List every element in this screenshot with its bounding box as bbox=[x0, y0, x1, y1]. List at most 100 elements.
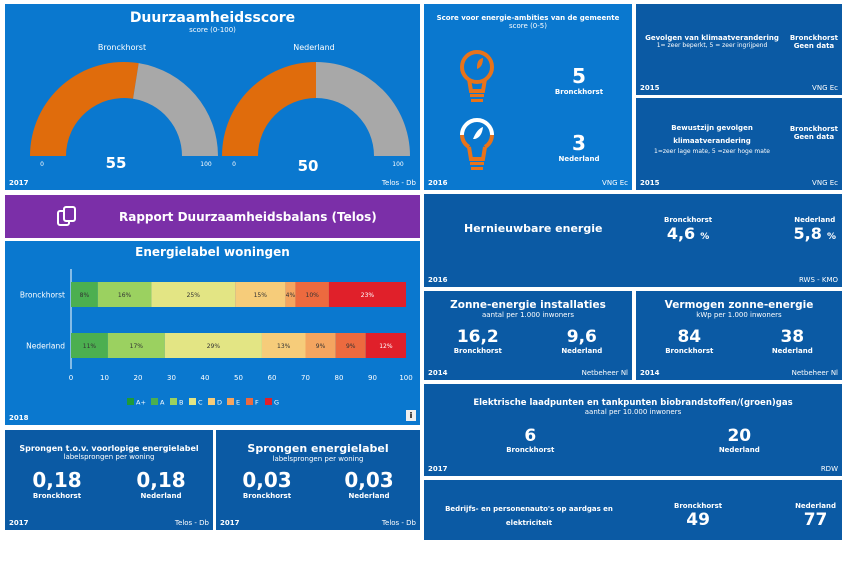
gauge-fill bbox=[222, 62, 316, 156]
value-bronckhorst: Geen data bbox=[793, 42, 835, 50]
tile-subtitle: score (0-5) bbox=[509, 22, 547, 30]
tile-subtitle: 1= zeer beperkt, 5 = zeer ingrijpend bbox=[656, 42, 768, 49]
label-bronckhorst: Bronckhorst bbox=[789, 34, 838, 42]
label-bronckhorst: Bronckhorst bbox=[664, 216, 713, 224]
value-bronckhorst: 6 bbox=[524, 426, 537, 446]
bewustzijn-tile[interactable]: Bewustzijn gevolgen klimaatverandering 1=… bbox=[636, 98, 842, 190]
x-tick-label: 20 bbox=[134, 374, 143, 382]
value-nederland: 0,03 bbox=[344, 468, 394, 492]
source: RWS - KMO bbox=[798, 276, 838, 284]
tile-subtitle: 1=zeer lage mate, 5 =zeer hoge mate bbox=[654, 148, 770, 155]
category-label: Bronckhorst bbox=[20, 291, 65, 300]
year: 2014 bbox=[428, 369, 448, 377]
data-label: 8% bbox=[80, 292, 90, 299]
value-bronckhorst: 5 bbox=[572, 64, 586, 88]
duurzaamheidsscore-tile[interactable]: Duurzaamheidsscore score (0-100) Bronckh… bbox=[5, 4, 420, 190]
source: Telos - Db bbox=[381, 519, 416, 527]
tile-subtitle: kWp per 1.000 inwoners bbox=[696, 311, 782, 319]
x-tick-label: 100 bbox=[399, 374, 412, 382]
source: VNG Ec bbox=[812, 179, 838, 187]
data-label: 9% bbox=[346, 343, 356, 350]
bar-segment-G bbox=[328, 282, 406, 307]
legend-swatch-D bbox=[208, 398, 215, 405]
tile-title: Sprongen t.o.v. voorlopige energielabel bbox=[19, 444, 199, 453]
legend-label: C bbox=[198, 399, 203, 407]
year: 2016 bbox=[428, 179, 448, 187]
legend-swatch-F bbox=[246, 398, 253, 405]
autos-tile[interactable]: Bedrijfs- en personenauto's op aardgas e… bbox=[424, 480, 842, 540]
x-tick-label: 30 bbox=[167, 374, 176, 382]
data-label: 13% bbox=[277, 343, 291, 350]
label-bronckhorst: Bronckhorst bbox=[789, 125, 838, 133]
x-tick-label: 60 bbox=[268, 374, 277, 382]
rapport-label: Rapport Duurzaamheidsbalans (Telos) bbox=[119, 209, 377, 224]
data-label: 23% bbox=[361, 292, 375, 299]
energie-ambities-tile[interactable]: Score voor energie-ambities van de gemee… bbox=[424, 4, 632, 190]
year: 2017 bbox=[220, 519, 240, 527]
category-label: Nederland bbox=[26, 342, 65, 351]
tile-title: Duurzaamheidsscore bbox=[129, 10, 296, 26]
legend-swatch-A bbox=[151, 398, 158, 405]
legend-label: D bbox=[217, 399, 222, 407]
legend-label: B bbox=[179, 399, 183, 407]
tile-title: Score voor energie-ambities van de gemee… bbox=[436, 14, 620, 22]
value-nederland: 38 bbox=[780, 327, 805, 347]
sprongen-voorlopig-tile[interactable]: Sprongen t.o.v. voorlopige energielabel … bbox=[5, 430, 213, 530]
data-label: 4% bbox=[286, 292, 296, 299]
x-tick-label: 0 bbox=[69, 374, 73, 382]
x-tick-label: 40 bbox=[201, 374, 210, 382]
gauge-bronckhorst: Bronckhorst 0 100 55 bbox=[5, 4, 420, 190]
gauge-svg: Bronckhorst 0 100 55 bbox=[30, 43, 218, 172]
legend-swatch-A+ bbox=[127, 398, 134, 405]
tile-title: Bewustzijn gevolgen klimaatverandering bbox=[671, 124, 753, 145]
unit: % bbox=[700, 232, 710, 242]
year: 2015 bbox=[640, 179, 660, 187]
bar-segment-C bbox=[164, 333, 262, 358]
rapport-button[interactable]: Rapport Duurzaamheidsbalans (Telos) bbox=[5, 195, 420, 238]
hernieuwbare-energie-tile[interactable]: Hernieuwbare energie Bronckhorst 4,6 % Ne… bbox=[424, 194, 842, 287]
legend-label: A+ bbox=[136, 399, 146, 407]
info-icon[interactable]: i bbox=[406, 410, 416, 421]
gauge-max: 100 bbox=[200, 161, 212, 168]
tile-subtitle: aantal per 1.000 inwoners bbox=[482, 311, 574, 319]
tile-title: Gevolgen van klimaatverandering bbox=[645, 34, 779, 42]
gauge-value: 55 bbox=[106, 154, 127, 172]
label-nederland: Nederland bbox=[771, 347, 813, 355]
value-bronckhorst: 4,6 bbox=[666, 224, 696, 243]
source: RDW bbox=[820, 465, 838, 473]
label-bronckhorst: Bronckhorst bbox=[554, 88, 604, 96]
year: 2017 bbox=[428, 465, 448, 473]
legend-label: E bbox=[236, 399, 240, 407]
label-nederland: Nederland bbox=[140, 492, 182, 500]
label-bronckhorst: Bronckhorst bbox=[674, 502, 723, 510]
source: Netbeheer Nl bbox=[581, 369, 628, 377]
energielabel-chart: Bronckhorst 8% 16% 25% 15% 4% 10% 23% Nederland 1… bbox=[20, 269, 413, 407]
zonne-energie-tile[interactable]: Zonne-energie installaties aantal per 1.… bbox=[424, 291, 632, 380]
year: 2018 bbox=[9, 414, 29, 422]
energielabel-tile[interactable]: Energielabel woningen Bronckhorst 8% 16% 25… bbox=[5, 241, 420, 425]
tile-subtitle: labelsprongen per woning bbox=[63, 453, 155, 461]
gauge-max: 100 bbox=[392, 161, 404, 168]
legend-swatch-C bbox=[189, 398, 196, 405]
label-nederland: Nederland bbox=[561, 347, 603, 355]
gauge-nederland: Nederland 0 100 50 bbox=[5, 4, 420, 190]
tile-subtitle: score (0-100) bbox=[189, 26, 236, 34]
label-nederland: Nederland bbox=[794, 216, 836, 224]
bar-segment-E bbox=[285, 282, 296, 307]
laadpunten-tile[interactable]: Elektrische laadpunten en tankpunten bio… bbox=[424, 384, 842, 476]
gauge-fill bbox=[30, 62, 139, 156]
data-label: 25% bbox=[187, 292, 201, 299]
gevolgen-tile[interactable]: Gevolgen van klimaatverandering 1= zeer b… bbox=[636, 4, 842, 95]
value-nederland: 77 bbox=[803, 510, 828, 530]
value-bronckhorst: 49 bbox=[686, 510, 710, 530]
label-bronckhorst: Bronckhorst bbox=[242, 492, 292, 500]
tile-title: Bedrijfs- en personenauto's op aardgas e… bbox=[445, 505, 613, 527]
vermogen-zonne-energie-tile[interactable]: Vermogen zonne-energie kWp per 1.000 inw… bbox=[636, 291, 842, 380]
value-nederland: 9,6 bbox=[566, 327, 597, 347]
bar-segment-A bbox=[71, 333, 108, 358]
tile-subtitle: aantal per 10.000 inwoners bbox=[584, 408, 682, 416]
sprongen-tile[interactable]: Sprongen energielabel labelsprongen per … bbox=[216, 430, 420, 530]
gauge-value: 50 bbox=[298, 157, 319, 175]
year: 2016 bbox=[428, 276, 448, 284]
data-label: 15% bbox=[254, 292, 268, 299]
